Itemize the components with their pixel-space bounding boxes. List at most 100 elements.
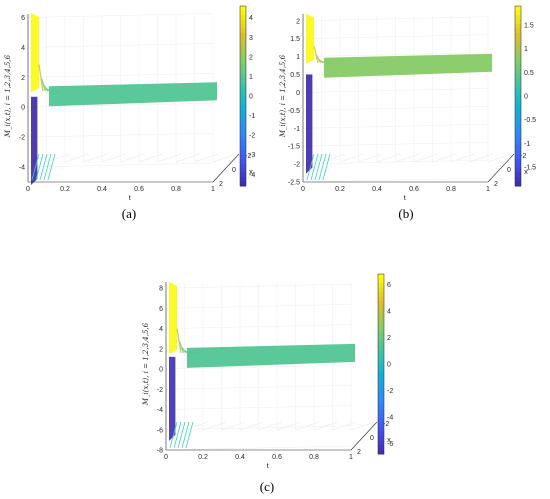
transient-ribbon [178, 341, 185, 354]
colorbar-segment [515, 78, 521, 83]
colorbar-tick-label: -2 [387, 388, 393, 395]
colorbar-segment [240, 73, 246, 79]
colorbar-segment [515, 69, 521, 74]
colorbar-segment [378, 373, 384, 378]
colorbar-segment [240, 42, 246, 47]
colorbar-segment [378, 440, 384, 446]
colorbar-tick-label: 0.5 [524, 70, 534, 77]
colorbar-segment [240, 159, 246, 164]
z-grid-line [27, 132, 214, 138]
colorbar-segment [378, 382, 384, 387]
colorbar-segment [240, 33, 246, 38]
colorbar-tick-label: 1 [249, 74, 253, 81]
floor-grid-line [432, 153, 456, 163]
floor-grid-line [64, 153, 89, 163]
z-grid-line [27, 102, 214, 108]
colorbar-segment [515, 172, 521, 178]
colorbar-segment [515, 42, 521, 47]
colorbar-segment [240, 177, 246, 182]
colorbar [239, 5, 247, 187]
colorbar-segment [515, 37, 521, 43]
z-grid-line [165, 385, 352, 390]
colorbar-segment [378, 386, 384, 392]
colorbar-tick-label: -3 [249, 152, 255, 159]
colorbar-segment [515, 123, 521, 128]
floor-contour [169, 421, 178, 449]
colorbar-tick-label: 4 [249, 15, 253, 22]
colorbar-segment [240, 154, 246, 160]
floor-contour [306, 153, 315, 181]
y-axis-label: M_i(x,t), i = 1,2,3,4,5,6 [279, 54, 287, 138]
z-grid-line [27, 43, 214, 48]
z-tick-label: -2 [19, 135, 25, 142]
floor-grid-line [46, 153, 70, 163]
colorbar-segment [378, 337, 384, 342]
colorbar-frame [239, 5, 247, 187]
colorbar-segment [515, 10, 521, 16]
t-tick-label: 0.8 [171, 186, 181, 193]
z-tick-label: -1.5 [288, 144, 300, 151]
colorbar-segment [240, 150, 246, 155]
colorbar-tick-label: -4 [249, 172, 255, 179]
floor-grid-line [184, 421, 208, 431]
z-tick-label: -2 [157, 387, 163, 394]
x-axis-label: x [387, 435, 391, 444]
floor-grid-line [350, 421, 375, 431]
x-tick-label: 0 [232, 167, 236, 174]
t-tick-label: 0.8 [309, 454, 319, 461]
colorbar-tick-label: -1.5 [524, 165, 536, 172]
colorbar-segment [378, 355, 384, 360]
colorbar-tick-label: 0 [387, 362, 391, 369]
t-tick-label: 1 [211, 186, 215, 193]
colorbar-segment [378, 283, 384, 288]
colorbar-segment [515, 87, 521, 92]
colorbar-segment [240, 118, 246, 124]
colorbar [377, 273, 385, 455]
floor-contour [31, 153, 40, 181]
colorbar-tick-label: 3 [249, 35, 253, 42]
colorbar-segment [378, 328, 384, 333]
colorbar-segment [240, 37, 246, 43]
transient-ribbon [176, 328, 182, 353]
floor-grid-line [258, 421, 282, 431]
colorbar-segment [240, 64, 246, 70]
colorbar-segment [515, 154, 521, 160]
floor-grid-line [487, 153, 512, 163]
colorbar-segment [240, 6, 246, 11]
z-grid-line [27, 162, 214, 168]
z-tick-label: -0.5 [288, 108, 300, 115]
caption-b: (b) [398, 206, 414, 221]
z-grid-line [302, 88, 489, 93]
colorbar-segment [378, 274, 384, 279]
colorbar-segment [378, 431, 384, 437]
floor-contour [310, 153, 319, 181]
x-axis-line [487, 153, 515, 183]
floor-contour [43, 153, 52, 181]
colorbar-segment [515, 55, 521, 61]
colorbar-segment [378, 449, 384, 455]
floor-grid-line [321, 153, 345, 163]
colorbar-segment [240, 163, 246, 169]
colorbar-tick-label: -0.5 [524, 117, 536, 124]
colorbar-segment [515, 96, 521, 101]
colorbar-segment [378, 287, 384, 293]
x-tick-label: 2 [219, 181, 223, 188]
colorbar-tick-label: 1 [524, 46, 528, 53]
colorbar-segment [378, 346, 384, 351]
t-axis-label: t [129, 193, 132, 202]
z-tick-label: 6 [21, 15, 25, 22]
colorbar-segment [378, 436, 384, 441]
colorbar-segment [515, 73, 521, 79]
floor-contour [318, 153, 327, 181]
z-grid-line [165, 364, 352, 370]
colorbar-frame [514, 5, 522, 187]
floor-contour [322, 153, 331, 181]
colorbar-segment [240, 172, 246, 178]
colorbar-segment [378, 404, 384, 410]
z-grid-line [165, 324, 352, 329]
colorbar-segment [378, 310, 384, 315]
t-tick-label: 1 [349, 454, 353, 461]
colorbar-segment [378, 301, 384, 306]
floor-grid-line [295, 421, 319, 431]
